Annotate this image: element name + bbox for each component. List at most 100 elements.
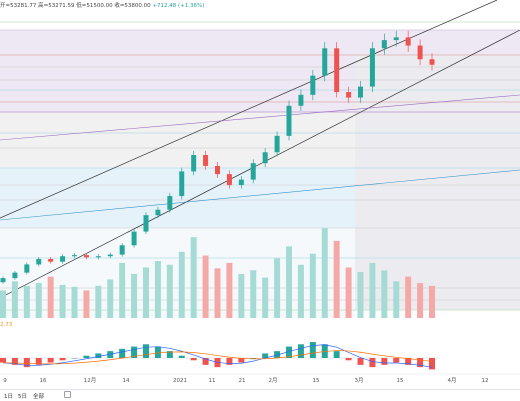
candle-body — [36, 258, 42, 265]
volume-bar — [202, 255, 209, 318]
candle-body — [0, 278, 6, 283]
macd-hist-bar — [35, 358, 42, 365]
candle-body — [143, 215, 149, 232]
macd-hist-bar — [0, 358, 6, 363]
macd-hist-bar — [357, 358, 364, 365]
change-value: +712.48 (+1.36%) — [152, 3, 205, 9]
volume-bar — [131, 273, 138, 318]
macd-hist-bar — [429, 358, 435, 370]
candle-body — [393, 37, 399, 41]
volume-bar — [95, 285, 102, 318]
volume-bar — [47, 276, 54, 318]
horizontal-levels — [0, 21, 520, 311]
macd-hist-bar — [131, 346, 138, 358]
volume-bar — [35, 283, 42, 318]
time-tick-label: 12月 — [84, 377, 97, 384]
macd-hist-bar — [11, 358, 18, 365]
fan-line-purple — [0, 94, 520, 141]
candle-body — [417, 45, 423, 60]
candle-body — [72, 255, 77, 257]
macd-hist-bar — [143, 344, 149, 358]
date-range-icon[interactable] — [64, 391, 71, 398]
volume-bar — [71, 286, 78, 318]
candle-body — [381, 40, 387, 49]
macd-line — [2, 344, 433, 368]
close-value: 收=53800.00 — [114, 3, 151, 9]
cyan-zone — [0, 168, 355, 228]
candlesticks — [0, 30, 435, 284]
high-value: 高=53271.59 — [38, 3, 75, 9]
volume-bar — [297, 264, 304, 318]
timeframe-5d-button[interactable]: 5日 — [18, 394, 27, 400]
timeframe-1d-button[interactable]: 1日 — [4, 394, 13, 400]
volume-bar — [107, 279, 114, 318]
timeframe-all-button[interactable]: 全部 — [33, 394, 45, 400]
volume-bar — [0, 290, 6, 318]
time-tick-label: 15 — [313, 378, 320, 384]
candle-body — [203, 155, 209, 166]
macd-hist-bar — [297, 344, 304, 358]
macd-hist-bar — [166, 351, 173, 358]
time-tick-label: 16 — [40, 378, 47, 384]
volume-bar — [286, 246, 292, 318]
macd-hist-bar — [417, 358, 424, 368]
macd-hist-bar — [190, 358, 197, 361]
macd-hist-bar — [83, 355, 90, 358]
time-axis: 9 16 12月 14 2021 11 21 2月 15 3月 15 4月 12 — [0, 373, 520, 384]
volume-bar — [345, 267, 352, 318]
candle-body — [60, 256, 66, 262]
candle-body — [12, 272, 18, 279]
fib-bands — [0, 30, 520, 318]
candle-body — [250, 163, 256, 180]
volume-bars — [0, 228, 435, 318]
volume-bar — [429, 285, 435, 318]
volume-bar — [309, 253, 316, 318]
macd-hist-bar — [274, 351, 281, 358]
volume-bar — [59, 284, 66, 318]
time-tick-label: 2021 — [173, 378, 187, 384]
macd-hist-bar — [381, 358, 388, 365]
volume-bar — [23, 285, 30, 318]
candle-body — [238, 179, 244, 186]
candle-body — [310, 75, 316, 95]
candle-body — [119, 245, 125, 255]
volume-bar — [321, 228, 328, 318]
macd-hist-bar — [226, 358, 233, 365]
time-tick-label: 3月 — [355, 377, 364, 384]
bottom-toolbar: 1日 5日 全部 — [0, 389, 520, 401]
projection-zone — [355, 55, 520, 310]
candle-body — [334, 48, 340, 93]
volume-bar — [143, 267, 149, 318]
volume-bar — [262, 277, 269, 318]
volume-bar — [214, 268, 221, 318]
volume-bar — [333, 240, 340, 318]
open-value: 开=53281.77 — [0, 3, 37, 9]
time-tick-label: 4月 — [448, 377, 457, 384]
volume-bar — [83, 290, 90, 318]
time-tick-label: 12 — [482, 378, 489, 384]
candle-body — [226, 174, 232, 186]
fan-line-blue — [0, 169, 520, 221]
volume-bar — [166, 264, 173, 318]
candle-body — [322, 48, 328, 76]
lower-zone — [0, 228, 355, 318]
volume-bar — [11, 281, 18, 318]
volume-bar — [393, 281, 400, 318]
volume-bar — [405, 276, 412, 318]
macd-hist-bar — [369, 358, 376, 368]
macd-hist-bar — [393, 358, 400, 363]
time-tick-label: 9 — [3, 378, 7, 384]
candle-body — [179, 171, 185, 197]
candle-body — [95, 256, 101, 258]
macd-hist-bar — [95, 353, 102, 358]
volume-bar — [238, 273, 245, 318]
time-tick-label: 14 — [123, 378, 130, 384]
macd-hist-bar — [71, 358, 78, 359]
volume-bar — [178, 251, 185, 318]
volume-bar — [417, 283, 424, 318]
volume-bar — [119, 262, 126, 318]
macd-hist-bar — [262, 353, 269, 358]
candle-body — [155, 209, 161, 216]
macd-hist-bar — [238, 358, 245, 363]
